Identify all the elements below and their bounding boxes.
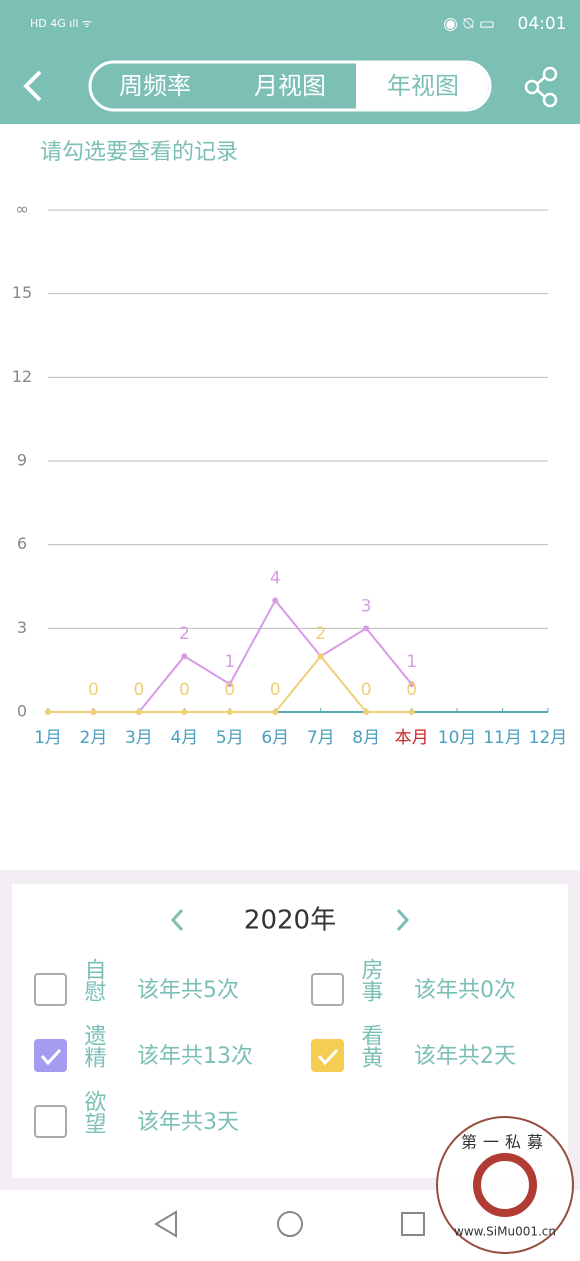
value-label: 4 (270, 568, 281, 588)
checkbox[interactable] (34, 1039, 67, 1072)
x-tick-label: 10月 (438, 728, 477, 748)
value-label: 0 (224, 680, 235, 700)
point (90, 709, 97, 715)
point (45, 709, 51, 715)
tab-selected-bg (357, 63, 489, 109)
point (226, 681, 233, 688)
watermark-top: 第一私募 (461, 1133, 549, 1152)
nav-back[interactable] (154, 1210, 177, 1238)
value-label: 2 (179, 624, 190, 644)
checkbox[interactable] (34, 1105, 67, 1138)
status-icons: HD 4G ıll ᯤ (30, 17, 92, 30)
status-time: 04:01 (518, 14, 567, 34)
point (363, 625, 370, 632)
watermark-bottom: www.SiMu001.cn (454, 1225, 556, 1239)
checkbox[interactable] (311, 973, 344, 1006)
point (135, 709, 142, 715)
value-label: 0 (88, 680, 99, 700)
x-tick-label: 本月 (395, 728, 429, 748)
value-label: 0 (406, 680, 417, 700)
point (272, 597, 279, 604)
item-summary: 该年共2天 (414, 1044, 516, 1069)
value-label: 0 (133, 680, 144, 700)
status-icons-right: ◉ ⍉ ▭ (443, 14, 495, 34)
value-label: 0 (270, 680, 281, 700)
checkmark (40, 1048, 62, 1066)
prev-year[interactable] (170, 908, 184, 932)
next-year[interactable] (396, 908, 410, 932)
item-name: 欲望 (81, 1090, 107, 1134)
nav-recent[interactable] (401, 1212, 425, 1236)
value-label: 2 (315, 624, 326, 644)
y-tick-label: 12 (12, 367, 32, 386)
point (408, 709, 415, 715)
y-tick-label: 3 (17, 618, 27, 637)
item-name: 看黄 (358, 1024, 384, 1068)
y-tick-label: 9 (17, 451, 27, 470)
value-label: 3 (361, 596, 372, 616)
point (226, 709, 233, 715)
item-summary: 该年共13次 (137, 1044, 253, 1069)
y-tick-label: 6 (17, 534, 27, 553)
x-tick-label: 2月 (80, 728, 108, 748)
x-tick-label: 4月 (170, 728, 198, 748)
item-name: 房事 (358, 958, 384, 1002)
x-tick-label: 8月 (352, 728, 380, 748)
year: 2020年 (244, 906, 336, 936)
x-tick-label: 12月 (529, 728, 568, 748)
tab[interactable]: 周频率 (119, 72, 191, 100)
x-tick-label: 5月 (216, 728, 244, 748)
tab[interactable]: 年视图 (387, 72, 459, 100)
x-tick-label: 3月 (125, 728, 153, 748)
checkbox[interactable] (34, 973, 67, 1006)
value-label: 1 (406, 652, 417, 672)
value-label: 0 (179, 680, 190, 700)
x-tick-label: 6月 (261, 728, 289, 748)
checkbox[interactable] (311, 1039, 344, 1072)
tab[interactable]: 月视图 (254, 72, 326, 100)
y-tick-label: ∞ (15, 200, 28, 219)
x-tick-label: 1月 (34, 728, 62, 748)
value-label: 0 (361, 680, 372, 700)
item-summary: 该年共0次 (414, 978, 516, 1003)
point (181, 709, 188, 715)
value-label: 1 (224, 652, 235, 672)
share-button[interactable] (524, 66, 558, 108)
watermark (436, 1116, 574, 1254)
point (181, 653, 188, 660)
hint: 请勾选要查看的记录 (40, 140, 238, 165)
tab-bar (88, 60, 492, 112)
nav-home[interactable] (277, 1211, 303, 1237)
item-summary: 该年共3天 (137, 1110, 239, 1135)
point (363, 709, 370, 715)
checkmark (317, 1048, 339, 1066)
item-name: 自慰 (81, 958, 107, 1002)
x-tick-label: 7月 (307, 728, 335, 748)
item-summary: 该年共5次 (137, 978, 239, 1003)
back-button[interactable] (23, 70, 42, 102)
y-tick-label: 15 (12, 283, 32, 302)
y-tick-label: 0 (17, 702, 27, 721)
item-name: 遗精 (81, 1024, 107, 1068)
point (317, 653, 324, 660)
point (408, 681, 415, 688)
point (272, 709, 279, 715)
x-tick-label: 11月 (483, 728, 522, 748)
